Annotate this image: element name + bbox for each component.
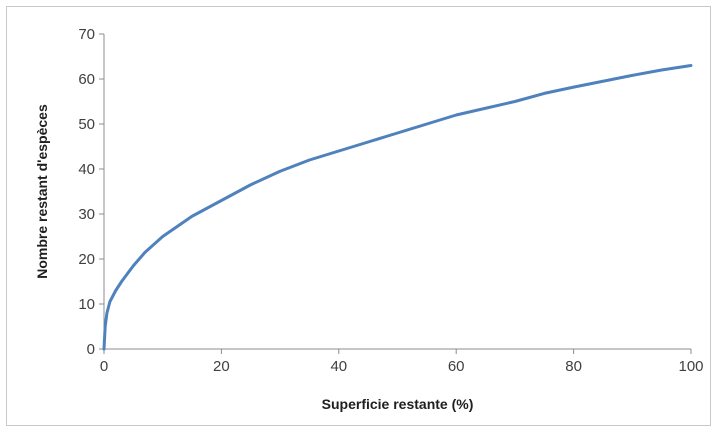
- y-tick-label: 30: [78, 206, 95, 223]
- y-tick-label: 0: [87, 341, 95, 358]
- y-tick-label: 10: [78, 296, 95, 313]
- x-tick-label: 60: [448, 358, 465, 375]
- y-tick-label: 70: [78, 26, 95, 43]
- x-tick-label: 20: [213, 358, 230, 375]
- x-tick-label: 40: [330, 358, 347, 375]
- y-tick-label: 40: [78, 161, 95, 178]
- y-ticks: 0 10 20 30 40 50 60 70: [78, 26, 104, 358]
- x-tick-label: 80: [565, 358, 582, 375]
- y-tick-label: 60: [78, 71, 95, 88]
- y-tick-label: 20: [78, 251, 95, 268]
- axes: [103, 34, 691, 350]
- series-line: [102, 64, 693, 351]
- chart-svg: 0 20 40 60 80 100 0 10 20 30 40 50 60 70 Superficie …: [34, 26, 704, 412]
- x-tick-label: 100: [678, 358, 703, 375]
- y-tick-label: 50: [78, 116, 95, 133]
- series-layer: [102, 64, 693, 351]
- x-tick-label: 0: [100, 358, 108, 375]
- y-axis-title: Nombre restant d'espèces: [34, 104, 50, 279]
- x-axis-title: Superficie restante (%): [322, 396, 474, 412]
- x-ticks: 0 20 40 60 80 100: [100, 349, 704, 375]
- chart-frame: 0 20 40 60 80 100 0 10 20 30 40 50 60 70 Superficie …: [6, 6, 711, 426]
